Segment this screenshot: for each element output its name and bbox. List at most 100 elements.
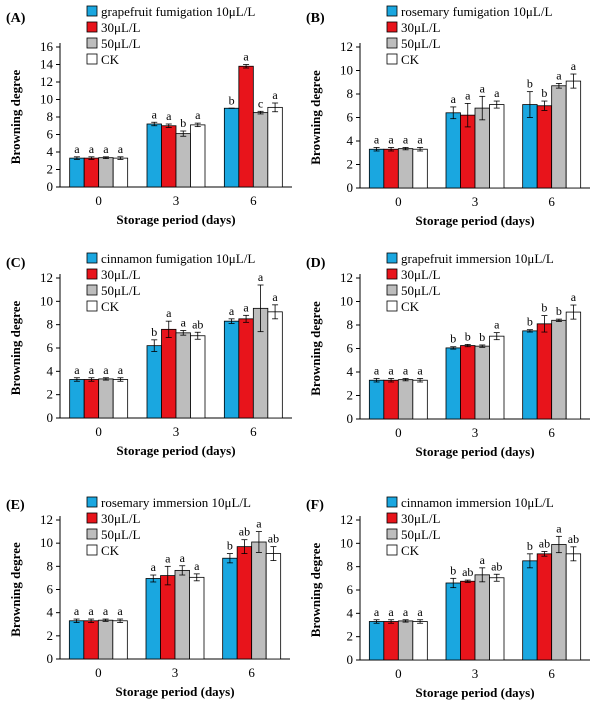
- significance-letter: a: [494, 86, 500, 100]
- significance-letter: b: [556, 304, 562, 318]
- legend-entry: 50μL/L: [101, 527, 141, 542]
- y-tick-label: 6: [47, 127, 54, 142]
- x-tick-label: 6: [250, 424, 257, 439]
- significance-letter: a: [118, 363, 124, 377]
- bar: [397, 379, 414, 420]
- y-axis-title: Browning degree: [308, 70, 323, 165]
- bar: [536, 323, 553, 420]
- legend-entry: 50μL/L: [401, 527, 441, 542]
- significance-letter: a: [165, 551, 171, 565]
- x-tick-label: 0: [95, 665, 102, 680]
- y-axis-title: Browning degree: [308, 301, 323, 396]
- bar: [223, 107, 240, 188]
- bar: [98, 378, 114, 419]
- significance-letter: a: [571, 59, 577, 73]
- y-tick-label: 2: [347, 629, 354, 644]
- bar: [190, 335, 206, 419]
- y-tick-label: 2: [347, 157, 354, 172]
- y-tick-label: 10: [340, 63, 353, 78]
- legend-entry: 30μL/L: [101, 511, 141, 526]
- significance-letter: a: [243, 50, 249, 64]
- bar: [174, 569, 190, 660]
- bar: [145, 578, 161, 660]
- legend-swatch: [386, 300, 398, 312]
- significance-letter: a: [195, 108, 201, 122]
- significance-letter: a: [258, 270, 264, 284]
- significance-letter: a: [417, 363, 423, 377]
- legend-entry: 30μL/L: [401, 20, 441, 35]
- bar: [98, 157, 114, 188]
- x-tick-label: 0: [395, 194, 402, 209]
- bar: [551, 85, 567, 189]
- bar: [267, 311, 283, 419]
- bar: [489, 335, 505, 420]
- x-tick-label: 3: [173, 193, 180, 208]
- y-tick-label: 6: [347, 110, 354, 125]
- significance-letter: a: [480, 553, 486, 567]
- legend-swatch: [86, 53, 98, 65]
- x-tick-label: 6: [548, 194, 555, 209]
- legend-entry: rosemary immersion 10μL/L: [101, 495, 251, 510]
- x-axis-title: Storage period (days): [415, 685, 534, 700]
- legend-entry: 30μL/L: [101, 267, 141, 282]
- bar: [565, 553, 582, 661]
- significance-letter: a: [403, 132, 409, 146]
- significance-letter: b: [227, 539, 233, 553]
- y-axis-title: Browning degree: [8, 542, 23, 637]
- significance-letter: a: [388, 132, 394, 146]
- bar: [161, 125, 177, 188]
- bar: [445, 347, 461, 420]
- bar: [238, 318, 254, 419]
- significance-letter: a: [388, 363, 394, 377]
- bar: [83, 379, 100, 419]
- bar: [175, 332, 191, 419]
- significance-letter: b: [151, 325, 157, 339]
- bar: [445, 112, 461, 189]
- y-tick-label: 12: [40, 270, 53, 285]
- legend-entry: grapefruit immersion 10μL/L: [401, 251, 554, 266]
- legend-swatch: [86, 268, 98, 280]
- bar: [445, 582, 461, 661]
- y-tick-label: 8: [47, 558, 54, 573]
- y-tick-label: 0: [47, 179, 54, 194]
- significance-letter: a: [417, 605, 423, 619]
- bar: [489, 577, 505, 661]
- y-tick-label: 8: [347, 559, 354, 574]
- y-tick-label: 12: [340, 270, 353, 285]
- bar: [112, 157, 129, 188]
- y-tick-label: 0: [347, 652, 354, 667]
- y-tick-label: 12: [340, 512, 353, 527]
- bar: [474, 345, 490, 420]
- x-tick-label: 3: [472, 666, 479, 681]
- bar: [565, 80, 582, 189]
- significance-letter: b: [527, 77, 533, 91]
- panel-label: (E): [6, 498, 25, 513]
- panel-label: (A): [6, 11, 26, 26]
- bar: [565, 311, 582, 420]
- x-axis-title: Storage period (days): [116, 443, 235, 458]
- y-tick-label: 2: [47, 162, 54, 177]
- legend-swatch: [386, 528, 398, 540]
- bar: [412, 148, 428, 189]
- significance-letter: b: [541, 86, 547, 100]
- bar: [267, 106, 283, 188]
- bar: [383, 379, 399, 420]
- significance-letter: a: [388, 605, 394, 619]
- legend-swatch: [386, 37, 398, 49]
- significance-letter: a: [494, 318, 500, 332]
- panel-label: (C): [6, 256, 26, 271]
- legend-swatch: [386, 5, 398, 17]
- y-tick-label: 14: [40, 57, 54, 72]
- y-tick-label: 0: [47, 651, 54, 666]
- significance-letter: b: [465, 329, 471, 343]
- bar: [160, 575, 176, 660]
- significance-letter: a: [152, 107, 158, 121]
- legend-swatch: [86, 284, 98, 296]
- bar: [69, 379, 85, 419]
- y-tick-label: 6: [347, 341, 354, 356]
